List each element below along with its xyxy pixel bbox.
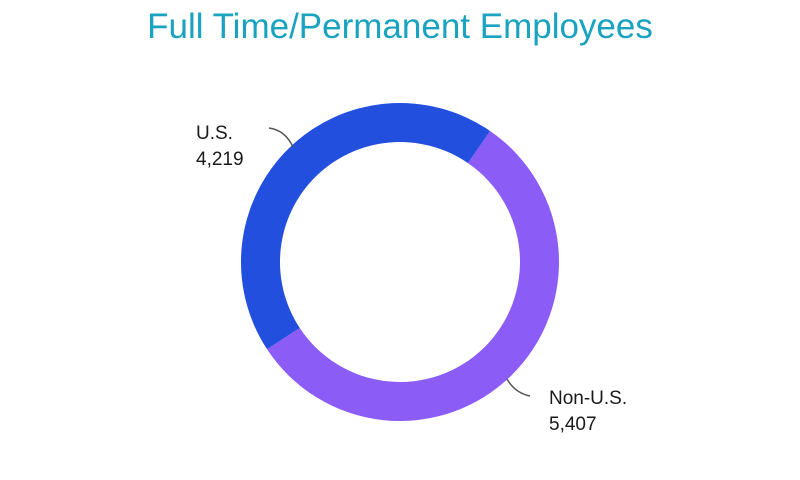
slice-label-non-us-name: Non-U.S. [549,388,628,409]
slice-label-us-name: U.S. [196,123,233,144]
slice-label-us: U.S. 4,219 [196,121,244,173]
slice-us [241,102,491,350]
chart-title: Full Time/Permanent Employees [147,7,653,46]
leader-line-non-us [506,378,531,397]
slice-label-non-us: Non-U.S. 5,407 [549,386,627,438]
slice-label-us-value: 4,219 [196,149,244,170]
slice-non-us [267,130,559,422]
leader-line-us [268,127,294,148]
slice-label-non-us-value: 5,407 [549,414,597,435]
